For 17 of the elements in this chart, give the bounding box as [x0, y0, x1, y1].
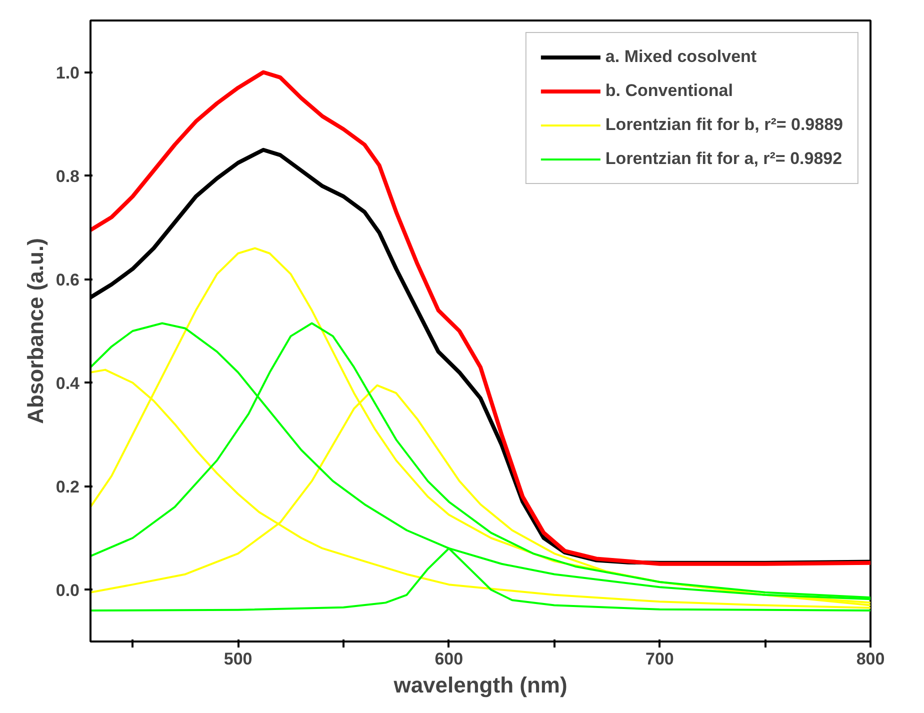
legend-label: a. Mixed cosolvent — [605, 47, 757, 67]
y-tick-label: 0.0 — [56, 580, 80, 600]
x-tick-label: 600 — [434, 650, 464, 668]
x-tick-label: 500 — [224, 650, 252, 668]
y-tick-label: 0.2 — [56, 477, 80, 496]
y-tick-label: 0.4 — [56, 374, 80, 393]
y-tick-label: 1.0 — [56, 63, 80, 82]
y-axis-title: Absorbance (a.u.) — [22, 238, 48, 424]
y-tick-label: 0.6 — [56, 270, 80, 290]
x-tick-label: 700 — [646, 650, 674, 668]
x-tick-label: 800 — [856, 650, 885, 668]
x-axis-title: wavelength (nm) — [392, 672, 568, 698]
legend-label: b. Conventional — [605, 81, 733, 101]
legend-label: Lorentzian fit for b, r²= 0.9889 — [605, 115, 843, 135]
line-series — [90, 70, 870, 566]
y-tick-label: 0.8 — [56, 166, 80, 186]
legend-label: Lorentzian fit for a, r²= 0.9892 — [605, 149, 842, 169]
